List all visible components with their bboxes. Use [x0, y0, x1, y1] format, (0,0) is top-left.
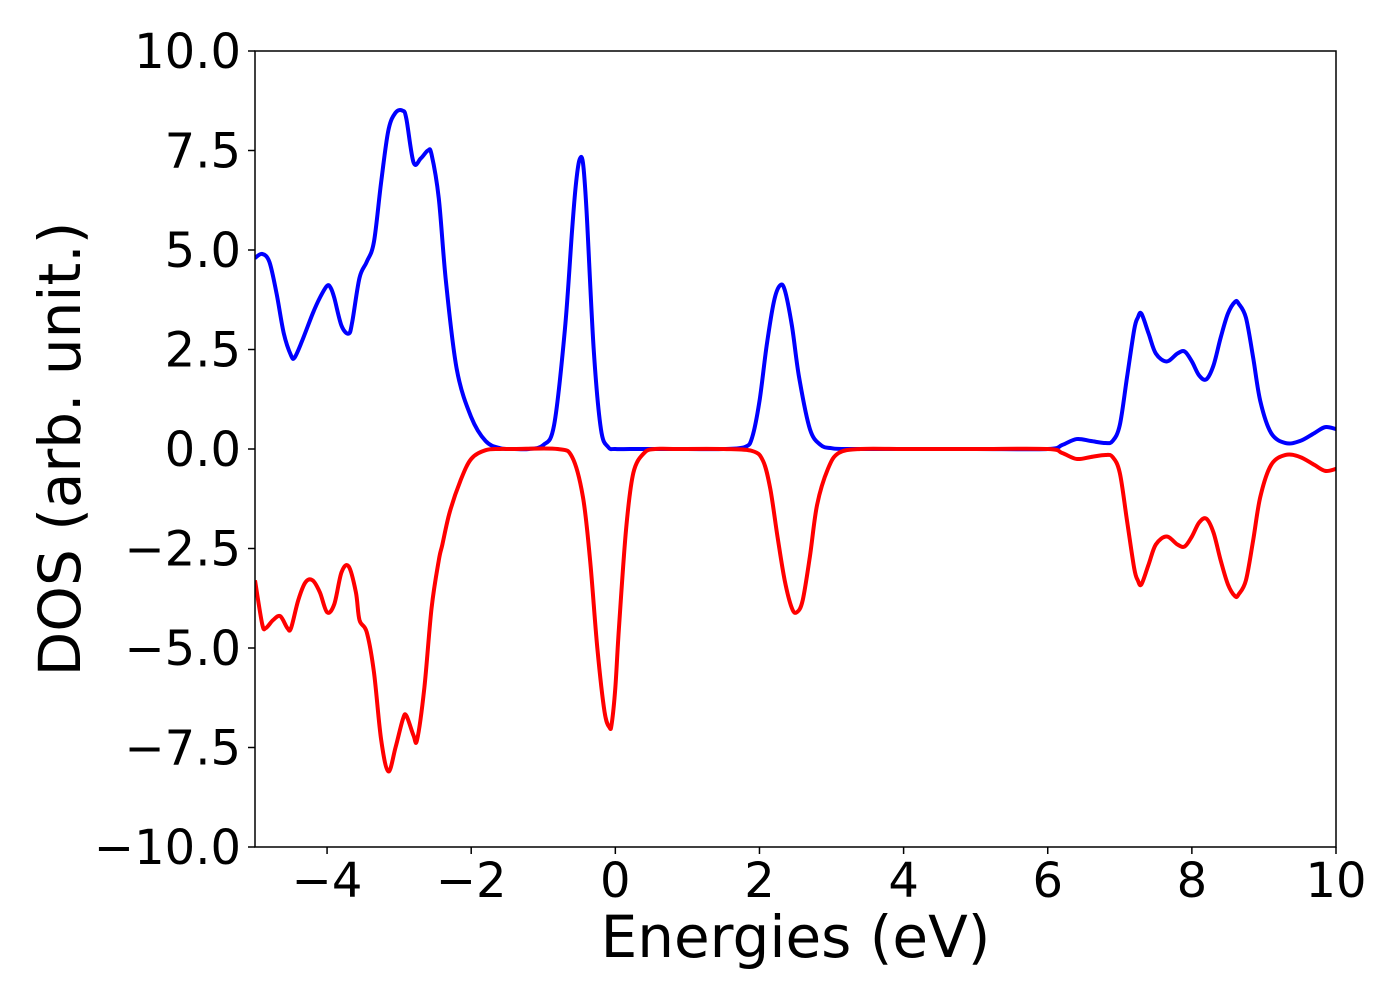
y-tick-label: −5.0 — [124, 621, 241, 677]
series-line-red — [255, 446, 1336, 774]
y-tick-label: −7.5 — [124, 721, 241, 777]
y-axis-label: DOS (arb. unit.) — [26, 222, 94, 677]
x-axis-label: Energies (eV) — [601, 903, 991, 971]
y-tick-label: 2.5 — [165, 323, 241, 379]
x-tick-label: 10 — [1305, 853, 1366, 909]
x-tick-label: −4 — [292, 853, 363, 909]
y-tick-label: 10.0 — [134, 24, 241, 80]
x-tick-label: −2 — [436, 853, 507, 909]
y-tick-label: 0.0 — [165, 422, 241, 478]
y-tick-label: 5.0 — [165, 223, 241, 279]
x-tick-label: 8 — [1177, 853, 1208, 909]
y-tick-label: 7.5 — [165, 124, 241, 180]
y-axis-ticks: 10.0 7.5 5.0 2.5 0.0 −2.5 −5.0 −7.5 −10.0 — [94, 24, 255, 876]
series-layer — [255, 108, 1336, 774]
y-tick-label: −10.0 — [94, 820, 241, 876]
y-tick-label: −2.5 — [124, 522, 241, 578]
x-tick-label: 6 — [1032, 853, 1063, 909]
x-tick-label: 0 — [600, 853, 631, 909]
x-tick-label: 4 — [888, 853, 919, 909]
x-axis-ticks: −4 −2 0 2 4 6 8 10 — [292, 847, 1367, 909]
plot-frame — [254, 50, 1337, 848]
x-tick-label: 2 — [744, 853, 775, 909]
series-line-blue — [255, 108, 1336, 452]
